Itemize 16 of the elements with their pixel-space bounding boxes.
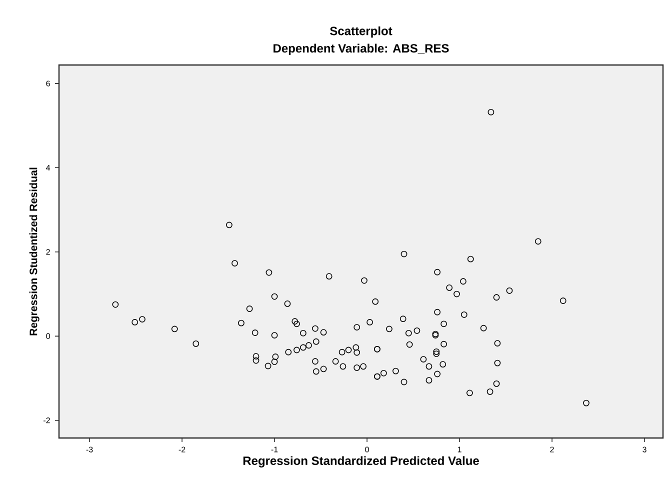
y-tick-label: 4 bbox=[46, 164, 50, 170]
x-tick-label: -1 bbox=[271, 446, 278, 452]
y-axis-title: Regression Studentized Residual bbox=[29, 168, 40, 336]
chart-title: Scatterplot bbox=[330, 26, 392, 38]
x-tick-label: 2 bbox=[550, 446, 554, 452]
y-tick-label: -2 bbox=[44, 418, 50, 424]
x-tick-label: -3 bbox=[86, 446, 93, 452]
x-tick-label: 0 bbox=[365, 446, 369, 452]
chart-subtitle: Dependent Variable: ABS_RES bbox=[274, 44, 449, 55]
x-tick-label: 1 bbox=[458, 446, 462, 452]
y-tick-label: 0 bbox=[46, 333, 50, 339]
y-tick-label: 2 bbox=[46, 249, 50, 255]
x-tick-label: -2 bbox=[178, 446, 186, 452]
y-tick-label: 6 bbox=[46, 80, 50, 86]
x-tick-label: 3 bbox=[642, 446, 646, 452]
x-axis-title: Regression Standardized Predicted Value bbox=[243, 456, 479, 468]
